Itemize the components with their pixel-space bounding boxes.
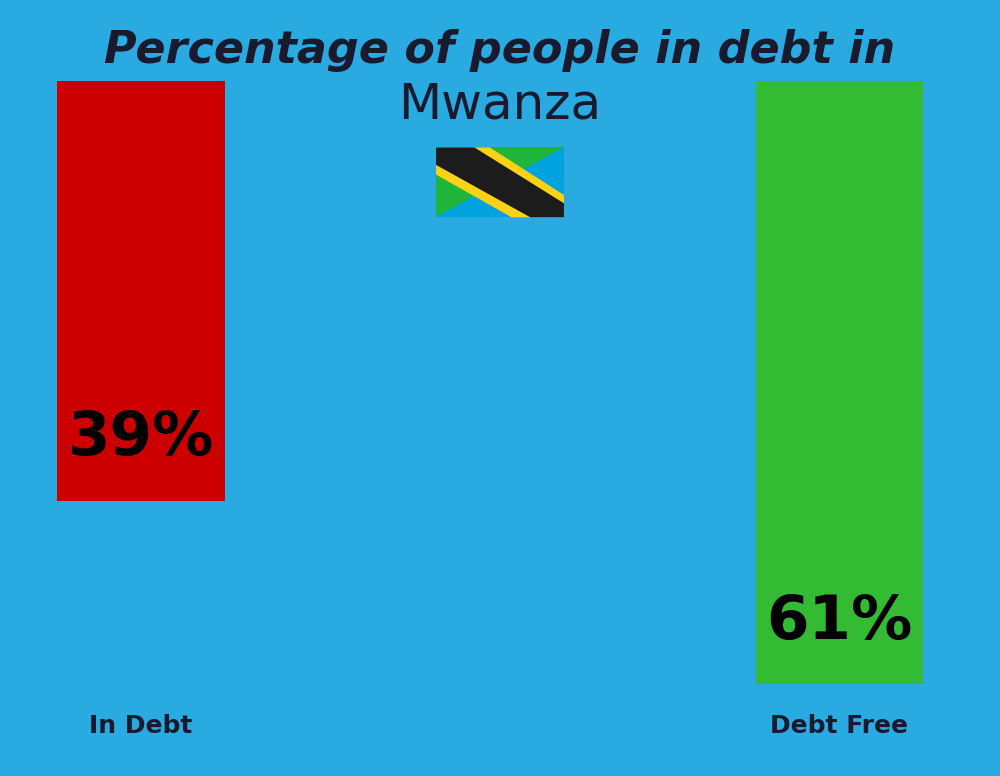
Text: In Debt: In Debt [89, 714, 193, 737]
Text: Percentage of people in debt in: Percentage of people in debt in [104, 29, 896, 72]
Text: 61%: 61% [766, 593, 913, 652]
Polygon shape [436, 147, 564, 217]
Bar [756, 81, 923, 684]
Text: 39%: 39% [68, 409, 214, 468]
Text: Debt Free: Debt Free [770, 714, 908, 737]
Polygon shape [436, 147, 564, 217]
Text: Mwanza: Mwanza [398, 81, 602, 129]
Bar [57, 81, 225, 501]
Polygon shape [436, 147, 564, 217]
Bar [436, 147, 564, 217]
